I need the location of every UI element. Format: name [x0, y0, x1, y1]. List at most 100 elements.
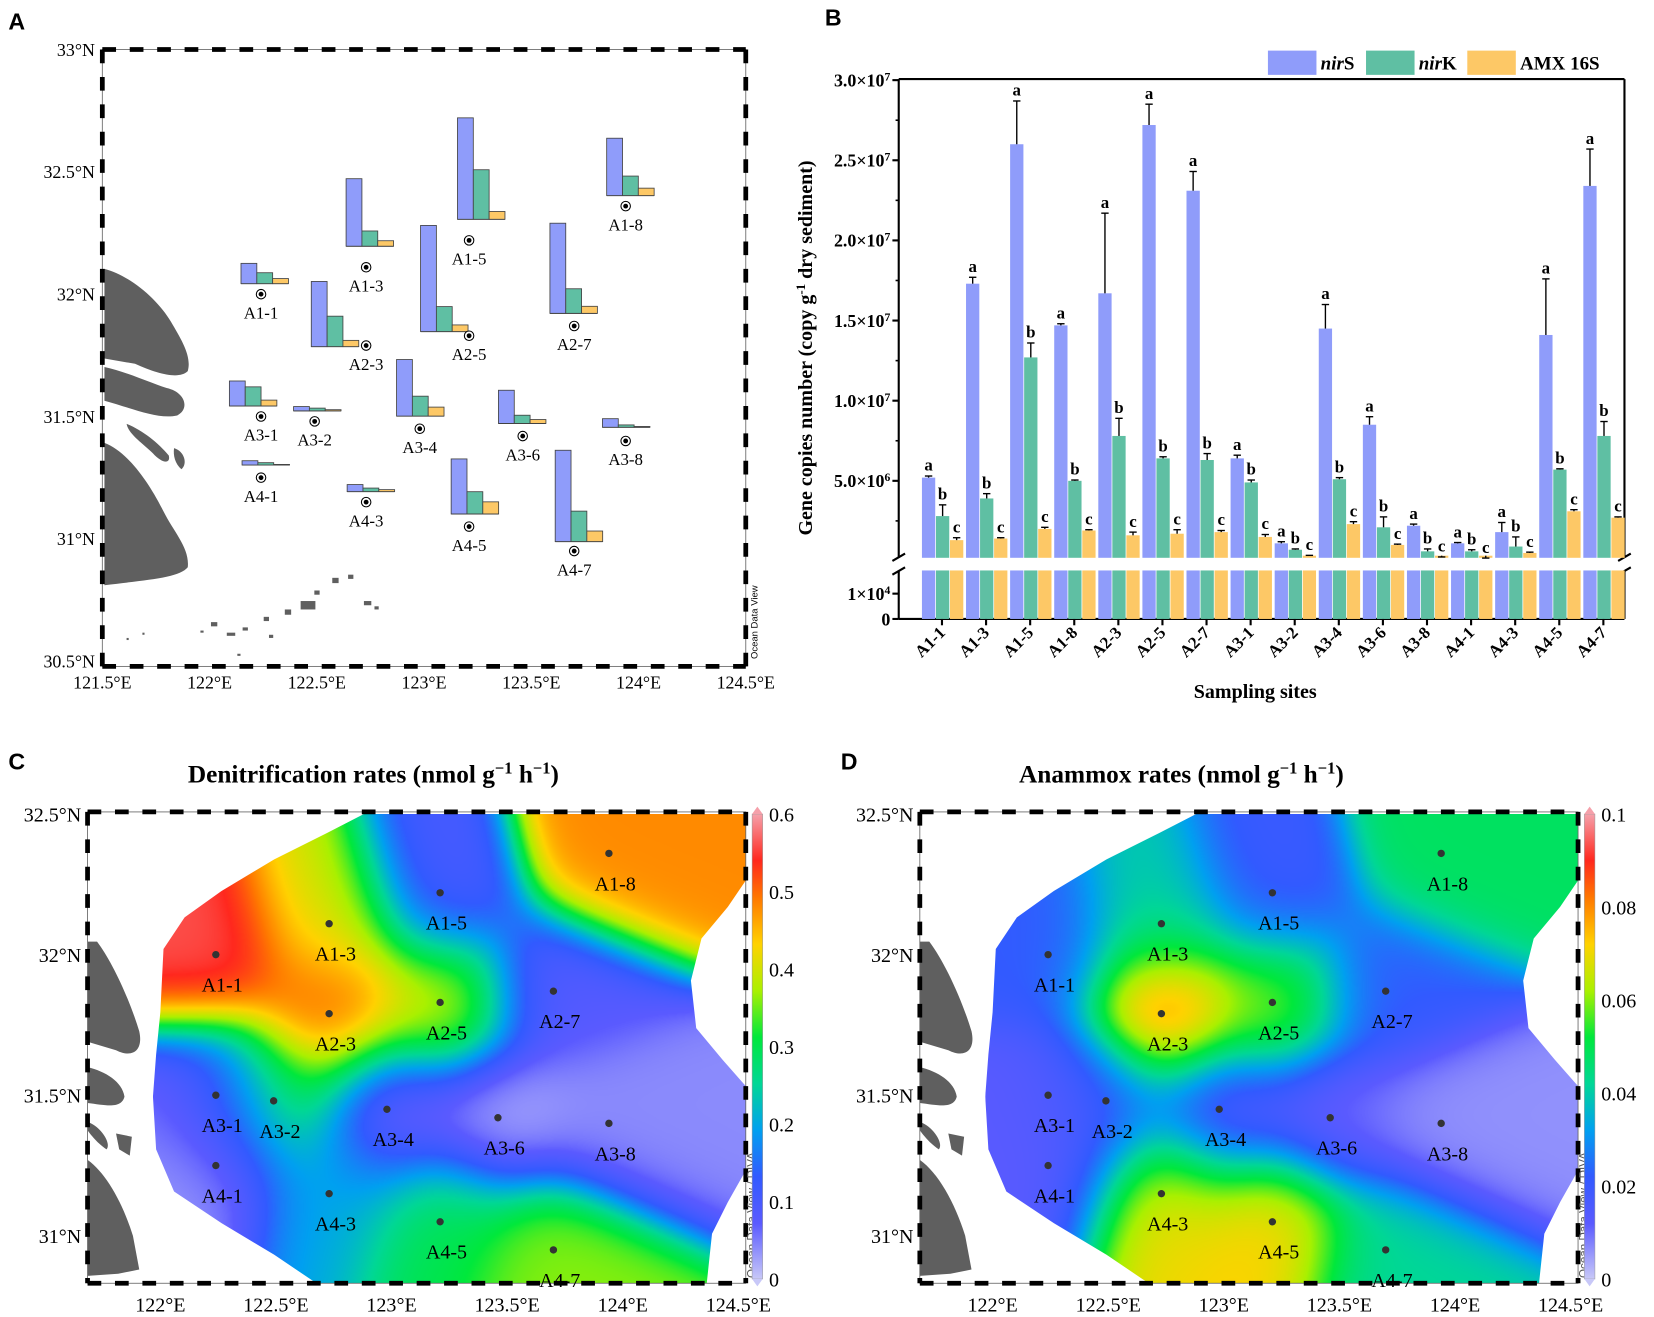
bar-AMX-16S-upper	[1523, 552, 1537, 558]
panel-label-d: D	[841, 749, 858, 775]
bar-nirS-lower	[1406, 570, 1421, 619]
station-dot-icon	[549, 987, 558, 995]
station-A2-5: A2-5	[426, 998, 467, 1044]
superscript: 7	[884, 391, 890, 404]
bar-AMX-16S-upper	[1258, 536, 1272, 558]
superscript: 7	[884, 150, 890, 163]
station-A3-2: A3-2	[293, 406, 342, 450]
station-marker-dot	[466, 524, 472, 530]
station-label: A3-2	[297, 431, 332, 450]
bar-nirS-lower	[1186, 570, 1200, 619]
station-label: A3-8	[595, 1143, 636, 1165]
lon-tick-label: 122.5°E	[288, 673, 346, 693]
bar-nirS-lower	[1274, 570, 1288, 619]
superscript: 7	[884, 310, 890, 323]
mini-bar-AMX-16S	[488, 211, 506, 220]
land-mass	[116, 1133, 132, 1156]
bar-nirS-lower	[921, 570, 936, 619]
bar-AMX-16S-upper	[1038, 528, 1052, 558]
colorbar-max-arrow	[752, 806, 763, 815]
significance-letter: c	[1482, 538, 1490, 557]
bar-nirS-lower	[1583, 570, 1597, 619]
mini-bar-nirK	[622, 175, 639, 196]
bar-nirK-lower	[1244, 570, 1258, 619]
legend-swatch	[1467, 50, 1516, 75]
colorbar-min-arrow	[752, 1279, 763, 1287]
mini-bar-AMX-16S	[377, 240, 394, 247]
bar-nirS-upper	[1406, 525, 1421, 558]
text-part: nir	[1321, 54, 1345, 75]
island	[200, 630, 204, 633]
station-A4-1: A4-1	[202, 1161, 243, 1207]
station-dot-icon	[605, 849, 613, 858]
mini-bar-AMX-16S	[272, 278, 289, 285]
mini-bar-nirS	[396, 359, 413, 417]
station-dot-icon	[436, 998, 444, 1007]
colorbar: 0.6 0.5 0.4 0.3 0.2 0.1 0	[751, 804, 794, 1291]
bar-nirK-lower	[1376, 570, 1391, 619]
bar-group-A3-4: a b c	[1318, 284, 1361, 619]
x-tick-label: A3-2	[1264, 623, 1302, 661]
station-label: A1-5	[426, 913, 467, 935]
station-A4-1: A4-1	[241, 460, 290, 506]
bar-group-A3-6: a bc	[1362, 396, 1405, 619]
bar-AMX-16S-upper	[1214, 532, 1228, 558]
station-A4-3: A4-3	[1147, 1189, 1188, 1236]
station-dot-icon	[1044, 1091, 1052, 1099]
bar-nirS-lower	[966, 570, 980, 619]
lon-tick-label: 124°E	[616, 673, 661, 693]
bar-group-A1-3: a b c	[966, 257, 1008, 619]
land-mass	[87, 1159, 140, 1276]
bar-nirK-upper	[1376, 527, 1391, 558]
land-mass	[104, 366, 185, 417]
significance-letter: b	[982, 473, 991, 492]
station-dot-icon	[325, 1189, 333, 1198]
bar-nirS-upper	[1054, 325, 1068, 558]
station-marker-dot	[258, 475, 264, 481]
station-dot-icon	[325, 920, 333, 928]
text-part: Anammox rates (nmol g	[1019, 760, 1280, 788]
station-label: A3-4	[402, 438, 437, 457]
colorbar-tick-label: 0.08	[1601, 897, 1636, 919]
bar-nirS-upper	[1010, 144, 1024, 558]
station-A2-7: A2-7	[549, 222, 598, 354]
station-A2-7: A2-7	[1371, 987, 1413, 1033]
legend-label: nirK	[1419, 54, 1457, 75]
station-A2-3: A2-3	[1147, 1010, 1188, 1056]
text-part: dry sediment)	[795, 160, 817, 283]
station-A2-3: A2-3	[315, 1010, 356, 1056]
colorbar-tick-label: 0.04	[1601, 1083, 1636, 1105]
bar-AMX-16S-lower	[1170, 570, 1184, 619]
land-mass	[126, 423, 170, 462]
text-part: 2.5×10	[834, 151, 885, 171]
land-mass	[104, 442, 188, 586]
significance-letter: a	[1365, 396, 1374, 415]
station-label: A1-3	[349, 277, 384, 296]
station-A3-6: A3-6	[498, 389, 547, 464]
lon-tick-label: 122.5°E	[1076, 1295, 1141, 1317]
lat-tick-label: 30.5°N	[43, 651, 95, 671]
mini-bar-AMX-16S	[529, 419, 547, 424]
colorbar-tick-label: 0.2	[769, 1114, 794, 1136]
bar-nirK-upper	[1200, 459, 1214, 558]
significance-letter: b	[1114, 398, 1123, 417]
mini-bar-AMX-16S	[273, 464, 290, 466]
island	[332, 577, 339, 584]
station-A3-1: A3-1	[202, 1091, 243, 1137]
mini-bar-nirS	[602, 418, 619, 428]
text-part: 1.0×10	[834, 391, 885, 411]
bar-group-A1-5: a b c	[1010, 81, 1052, 619]
bar-nirK-lower	[1112, 570, 1126, 619]
bar-AMX-16S-upper	[1126, 535, 1140, 558]
colorbar-scale	[1584, 813, 1596, 1280]
station-label: A3-6	[505, 445, 540, 464]
bar-nirS-lower	[1230, 570, 1244, 619]
significance-letter: c	[1614, 497, 1622, 516]
station-A3-8: A3-8	[602, 418, 651, 469]
superscript: −1	[1318, 758, 1336, 777]
station-dot-icon	[212, 1091, 220, 1099]
station-marker-dot	[571, 548, 577, 554]
lon-tick-label: 123.5°E	[1307, 1295, 1372, 1317]
